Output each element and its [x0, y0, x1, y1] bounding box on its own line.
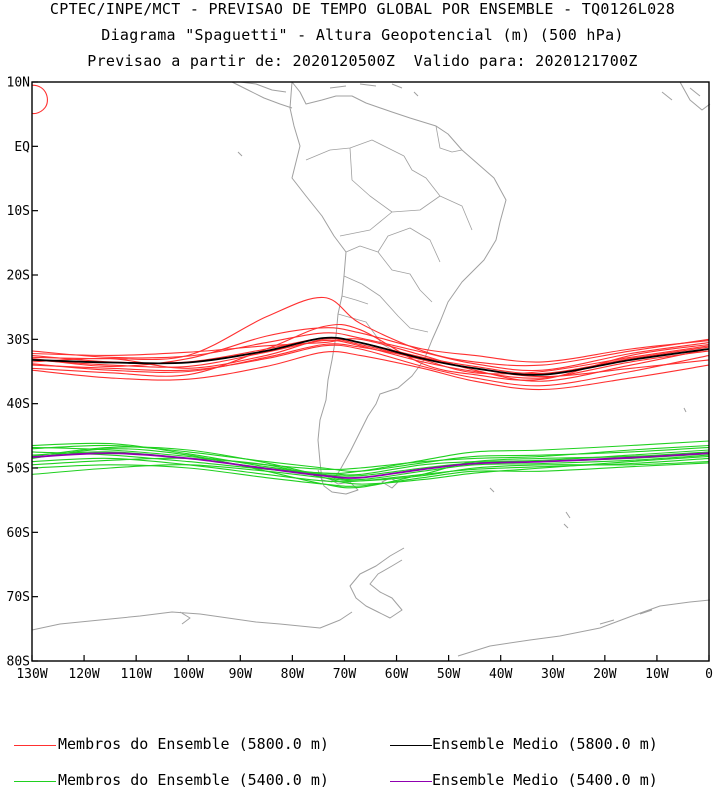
x-tick-label: 70W: [333, 667, 357, 682]
ensemble-member-5800-5: [31, 343, 710, 378]
central-america-coastline: [231, 81, 293, 109]
y-tick-label: 80S: [7, 655, 30, 670]
south-america-coastline: [289, 81, 507, 483]
ensemble-member-5400-8: [31, 449, 710, 476]
ensemble-member-5800-1: [31, 337, 710, 375]
x-tick-label: 30W: [541, 667, 565, 682]
x-tick-label: 0: [705, 667, 713, 682]
ensemble-member-5800-6: [31, 338, 710, 382]
ensemble-member-5400-7: [31, 461, 710, 482]
legend-label-members-5800: Membros do Ensemble (5800.0 m): [58, 735, 329, 753]
y-tick-label: 20S: [7, 269, 30, 284]
y-tick-label: 30S: [7, 333, 30, 348]
y-tick-label: 10S: [7, 204, 30, 219]
ensemble-member-5800-3: [31, 344, 710, 387]
ensemble-member-5800-4: [31, 332, 710, 372]
ensemble-member-5400-11: [31, 444, 710, 471]
legend-label-mean-5800: Ensemble Medio (5800.0 m): [432, 735, 658, 753]
ensemble-member-5400-6: [31, 448, 710, 489]
x-tick-label: 20W: [593, 667, 617, 682]
x-tick-label: 120W: [68, 667, 99, 682]
y-tick-label: 40S: [7, 397, 30, 412]
y-tick-label: 50S: [7, 462, 30, 477]
y-tick-label: 10N: [7, 76, 30, 91]
x-tick-label: 50W: [437, 667, 461, 682]
contour-lines: [31, 84, 710, 489]
x-tick-label: 110W: [120, 667, 151, 682]
header-forecast-dates: Previsao a partir de: 2020120500Z Valido…: [87, 52, 638, 70]
legend-label-mean-5400: Ensemble Medio (5400.0 m): [432, 771, 658, 789]
x-tick-label: 130W: [16, 667, 47, 682]
ensemble-member-5400-10: [31, 446, 710, 481]
legend-swatch-mean-5400: [390, 781, 432, 782]
ensemble-member-5800-closed-contour: [31, 84, 48, 115]
south-atlantic-islands: [237, 151, 687, 529]
ensemble-member-5400-5: [31, 440, 710, 474]
x-tick-label: 90W: [229, 667, 253, 682]
legend-swatch-members-5800: [14, 745, 56, 746]
x-tick-label: 80W: [281, 667, 305, 682]
y-tick-label: EQ: [14, 140, 30, 155]
ensemble-member-5400-4: [31, 462, 710, 487]
ensemble-member-5800-11: [31, 338, 710, 375]
ensemble-member-5800-2: [31, 339, 710, 379]
ensemble-member-5800-9: [31, 351, 710, 391]
legend-label-members-5400: Membros do Ensemble (5400.0 m): [58, 771, 329, 789]
country-borders: [305, 125, 473, 359]
legend-swatch-mean-5800: [390, 745, 432, 746]
header-subtitle: Diagrama "Spaguetti" - Altura Geopotenci…: [101, 26, 624, 44]
header-title: CPTEC/INPE/MCT - PREVISAO DE TEMPO GLOBA…: [49, 0, 676, 18]
caribbean-islands: [329, 81, 711, 111]
ensemble-mean-5800: [31, 336, 710, 376]
antarctic-peninsula-coastline: [349, 547, 405, 619]
y-tick-label: 60S: [7, 526, 30, 541]
x-tick-label: 60W: [385, 667, 409, 682]
ensemble-member-5400-9: [31, 455, 710, 485]
ensemble-member-5800-10: [31, 296, 710, 367]
basemap-coastlines: [31, 81, 711, 657]
y-tick-label: 70S: [7, 590, 30, 605]
ensemble-member-5800-7: [31, 323, 710, 381]
x-tick-label: 40W: [489, 667, 513, 682]
antarctica-coastline: [31, 599, 711, 657]
plot-frame: [31, 81, 710, 662]
ensemble-mean-5400: [31, 452, 710, 479]
x-tick-label: 10W: [645, 667, 669, 682]
x-tick-label: 100W: [173, 667, 204, 682]
legend-swatch-members-5400: [14, 781, 56, 782]
